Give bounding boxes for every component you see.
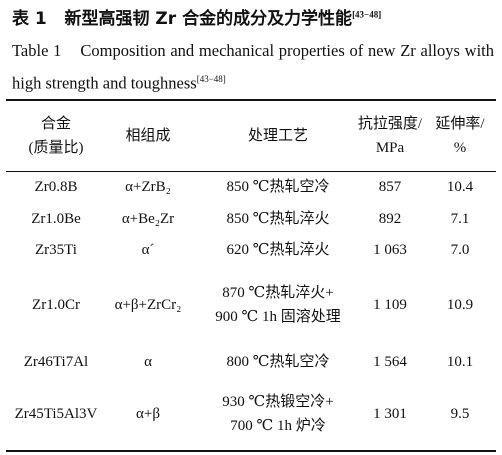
cell-line: Zr46Ti7Al — [23, 354, 89, 370]
cell-line: 10.9 — [446, 297, 474, 313]
cell-line: 1 301 — [373, 406, 407, 422]
header-cell: 抗拉强度/MPa — [358, 112, 422, 160]
table-cell: 7.1 — [451, 207, 470, 231]
table-cell: α — [144, 350, 152, 374]
cell-line: 892 — [378, 211, 402, 227]
table-cell: 10.4 — [447, 175, 473, 199]
cell-line: 1 564 — [373, 354, 407, 370]
caption-en-label: Table 1 — [12, 41, 62, 60]
table-cell: α+β — [136, 402, 160, 426]
cell-line: 10.4 — [446, 179, 474, 195]
table-cell: Zr0.8B — [35, 175, 78, 199]
mid-rule — [6, 171, 496, 172]
cell-line: 620 ℃热轧淬火 — [226, 242, 330, 258]
cell-line: α — [144, 354, 152, 370]
table-cell: 620 ℃热轧淬火 — [226, 238, 329, 262]
table-cell: Zr1.0Be — [31, 207, 81, 231]
table-cell: 1 109 — [373, 293, 407, 317]
top-rule — [6, 99, 496, 101]
cell-line: 1 063 — [373, 242, 407, 258]
cell-line: 10.1 — [446, 354, 474, 370]
cell-line: 857 — [378, 179, 402, 195]
table-cell: Zr1.0Cr — [32, 293, 80, 317]
cell-line: α+β — [136, 406, 160, 422]
table-cell: 7.0 — [451, 238, 470, 262]
cell-line: 抗拉强度/ — [357, 116, 423, 132]
cell-line: 9.5 — [450, 406, 470, 422]
cell-line: 延伸率/ — [435, 116, 485, 132]
cell-line: 相组成 — [125, 128, 171, 144]
cell-line: 1 109 — [373, 297, 407, 313]
cell-line: 930 ℃热锻空冷+ — [222, 394, 334, 410]
table-cell: 857 — [379, 175, 402, 199]
cell-line: 7.0 — [450, 242, 470, 258]
caption-en-ref: [43−48] — [196, 74, 226, 84]
header-cell: 延伸率/% — [435, 112, 484, 160]
table-cell: 1 564 — [373, 350, 407, 374]
table-cell: α´ — [142, 238, 155, 262]
table-cell: α+β+ZrCr₂ — [115, 293, 182, 317]
header-cell: 处理工艺 — [248, 124, 308, 148]
cell-line: 900 ℃ 1h 固溶处理 — [215, 309, 341, 325]
table-cell: 892 — [379, 207, 402, 231]
cell-line: 700 ℃ 1h 炉冷 — [230, 418, 326, 434]
cell-line: α+β+ZrCr₂ — [114, 297, 182, 313]
cell-line: 870 ℃热轧淬火+ — [222, 285, 334, 301]
table-cell: 930 ℃热锻空冷+ 700 ℃ 1h 炉冷 — [222, 390, 334, 438]
table-cell: Zr35Ti — [35, 238, 77, 262]
cell-line: Zr35Ti — [35, 242, 77, 258]
header-cell: 合金 (质量比) — [29, 112, 84, 160]
caption-en-title: Composition and mechanical properties of… — [12, 41, 494, 93]
table-cell: 10.9 — [447, 293, 473, 317]
table-cell: 10.1 — [447, 350, 473, 374]
table-cell: 1 063 — [373, 238, 407, 262]
cell-line: 850 ℃热轧淬火 — [226, 211, 330, 227]
cell-line: 处理工艺 — [247, 128, 309, 144]
caption-ref: [43−48] — [352, 9, 382, 20]
table-cell: 800 ℃热轧空冷 — [226, 350, 329, 374]
cell-line: Zr1.0Cr — [32, 297, 80, 313]
table-cell: Zr46Ti7Al — [24, 350, 88, 374]
caption-label: 表 1 — [12, 9, 47, 29]
table-cell: 850 ℃热轧空冷 — [226, 175, 329, 199]
cell-line: α+ZrB₂ — [125, 179, 171, 195]
caption-title: 新型高强韧 Zr 合金的成分及力学性能 — [64, 9, 353, 29]
cell-line: α+Be₂Zr — [121, 211, 175, 227]
cell-line: Zr0.8B — [34, 179, 78, 195]
caption: 表 1 新型高强韧 Zr 合金的成分及力学性能[43−48] — [12, 4, 381, 29]
cell-line: α´ — [141, 242, 155, 258]
table-cell: α+ZrB₂ — [125, 175, 171, 199]
cell-line: 7.1 — [450, 211, 470, 227]
cell-line: 850 ℃热轧空冷 — [226, 179, 330, 195]
cell-line: Zr1.0Be — [31, 211, 81, 227]
caption-en: Table 1 Composition and mechanical prope… — [12, 37, 494, 98]
table-cell: α+Be₂Zr — [122, 207, 174, 231]
table-cell: 850 ℃热轧淬火 — [226, 207, 329, 231]
cell-line: 800 ℃热轧空冷 — [226, 354, 330, 370]
cell-line: MPa — [375, 140, 405, 156]
table-cell: 870 ℃热轧淬火+ 900 ℃ 1h 固溶处理 — [215, 281, 341, 329]
cell-line: (质量比) — [28, 140, 84, 156]
table-cell: Zr45Ti5Al3V — [15, 402, 98, 426]
bottom-rule — [6, 450, 496, 452]
table-cell: 1 301 — [373, 402, 407, 426]
table-cell: 9.5 — [451, 402, 470, 426]
cell-line: % — [453, 140, 467, 156]
cell-line: 合金 — [40, 116, 71, 132]
cell-line: Zr45Ti5Al3V — [14, 406, 98, 422]
header-cell: 相组成 — [125, 124, 170, 148]
